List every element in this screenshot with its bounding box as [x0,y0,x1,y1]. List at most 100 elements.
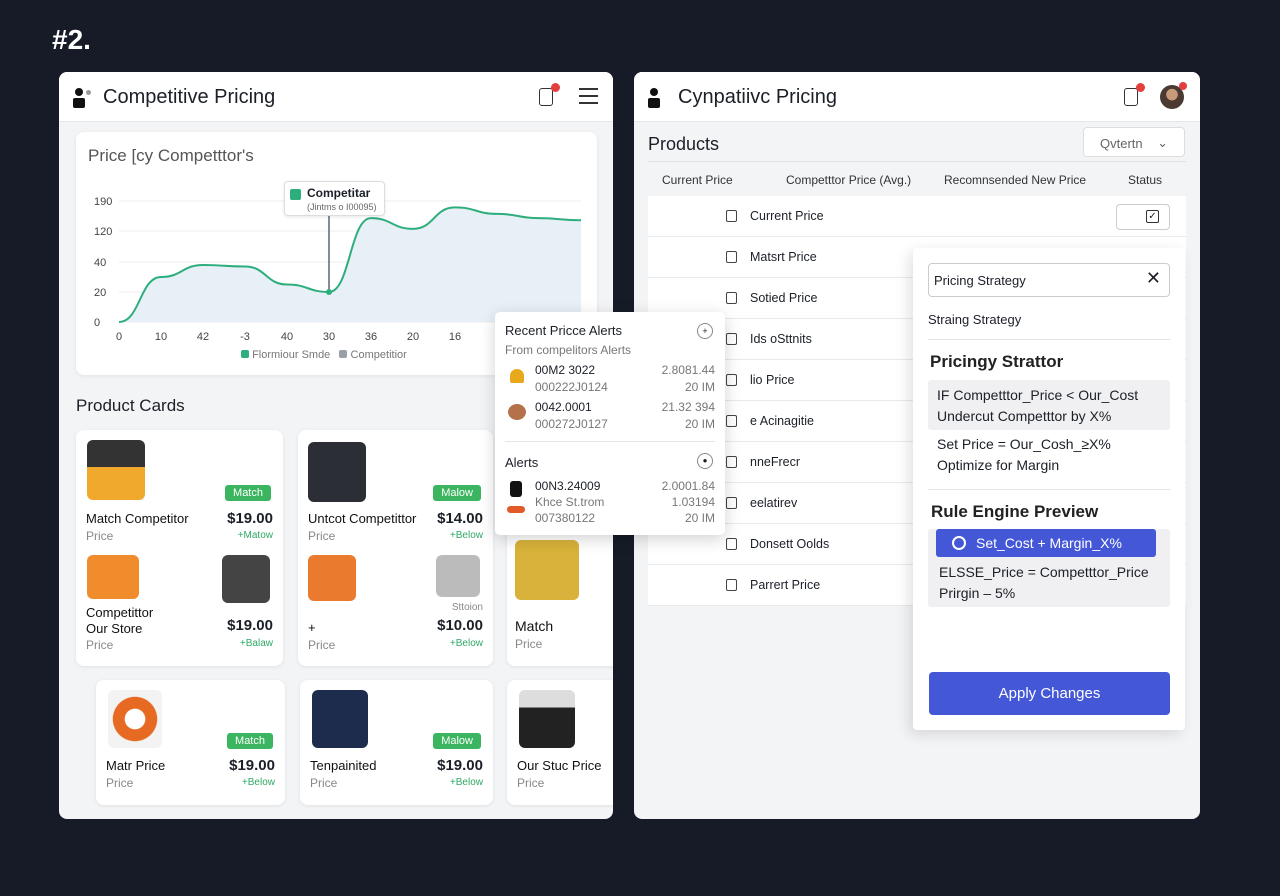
product-sub: Price [308,529,336,543]
alert-item[interactable]: 0042.0001 000272J0127 21.32 394 20 IM [505,400,715,436]
product-icon [510,369,524,383]
alert-id: 000222J0124 [535,380,608,394]
y-tick-label: 40 [94,257,106,269]
rule-line: IF Competttor_Price < Our_Cost [937,387,1139,403]
chart-legend: Flormiour Smde Competitior [241,349,407,361]
status-checkbox[interactable]: ✓ [1116,204,1170,230]
row-label: e Acinagitie [750,414,814,428]
product-title: Our Stuc Price [517,758,602,773]
strategy-search-input[interactable]: Pricing Strategy ✕ [928,263,1170,297]
filter-dropdown[interactable]: Qvtertn ⌄ [1083,127,1185,157]
alerts-section-title: Alerts [505,455,539,470]
row-icon [726,210,737,222]
add-alert-icon[interactable]: + [697,323,713,339]
x-tick-label: 42 [197,331,209,343]
else-rule: ELSSE_Price = Competttor_Price Prirgin – … [939,562,1149,604]
rule-block[interactable]: Set Price = Our_Cosh_≥X% Optimize for Mar… [928,432,1170,478]
legend-item: Competitior [350,349,407,361]
product-icon [508,404,526,420]
row-label: eelatirev [750,496,798,510]
product-sub: Price [86,529,114,543]
product-image [436,555,480,597]
product-image [222,555,270,603]
product-card[interactable]: Match Match Competitor Price $19.00 +Mat… [76,430,283,666]
product-card[interactable]: Malow Untcot Competittor Price $14.00 +B… [298,430,493,666]
product-sub: Price [310,776,338,790]
product-title: + [308,620,316,635]
x-tick-label: 36 [365,331,377,343]
y-tick-label: 190 [94,196,112,208]
product-price: $19.00 [227,510,273,527]
column-header[interactable]: Recomnsended New Price [944,173,1087,187]
product-card[interactable]: Match Matr Price Price $19.00 +Below [96,680,285,805]
price-chart-card: Price [cy Competttor's 0 20 40 120 190 0 10 42 -… [76,132,597,375]
alerts-title: Recent Pricce Alerts [505,323,623,338]
alert-value: 21.32 394 [661,400,715,414]
dropdown-value: Qvtertn [1100,136,1143,151]
product-image [108,690,162,748]
legend-swatch [241,350,249,358]
product-card[interactable]: Malow Tenpainited Price $19.00 +Below [300,680,493,805]
product-image [308,555,356,601]
logo-icon [73,88,93,108]
column-header[interactable]: Current Price [662,173,733,187]
product-price: $19.00 [229,757,275,774]
product-sub: Price [517,776,545,790]
price-alerts-popup: Recent Pricce Alerts + From compelitors … [495,312,725,535]
header: Competitive Pricing [59,72,613,122]
products-title: Products [648,134,720,154]
product-image [87,555,139,599]
row-label: Donsett Oolds [750,537,830,551]
chart-title: Price [cy Competttor's [88,146,254,165]
alert-value: 1.03194 [671,495,715,509]
status-badge: Match [225,485,271,501]
alert-code: 0042.0001 [535,400,592,414]
row-icon [726,333,737,345]
column-header[interactable]: Status [1128,173,1163,187]
alert-time: 20 IM [684,511,715,525]
product-price: $14.00 [437,510,483,527]
apply-changes-button[interactable]: Apply Changes [929,672,1170,715]
product-card[interactable]: Our Stuc Price Price [507,680,613,805]
price-delta: +Balaw [239,638,273,649]
alert-time: 20 IM [684,417,715,431]
legend-item: Flormiour Smde [252,349,331,361]
price-delta: +Below [449,530,483,541]
table-row[interactable]: Current Price [648,196,1186,237]
data-point[interactable] [326,289,332,295]
rule-line: Undercut Competttor by X% [937,408,1112,424]
alert-value: 2.0001.84 [661,479,715,493]
row-icon [726,374,737,386]
legend-swatch [339,350,348,358]
notifications-icon[interactable] [1124,83,1145,106]
right-panel: Cynpatiivc Pricing Products Qvtertn ⌄ Cur… [634,72,1200,819]
divider [505,441,715,442]
status-badge: Malow [433,485,481,501]
notifications-icon[interactable] [539,83,560,106]
screenshot-label: #2. [52,24,91,55]
product-image [312,690,368,748]
avatar[interactable] [1160,82,1187,109]
menu-icon[interactable] [579,88,598,104]
product-title: Match Competitor [86,511,189,526]
alert-item[interactable]: 00N3.24009 Khce St.trom 007380122 2.0001… [505,479,715,529]
alert-id: Khce St.trom [535,495,605,509]
rule-engine-preview-heading: Rule Engine Preview [931,502,1099,521]
close-icon[interactable]: ✕ [1145,268,1161,288]
alerts-toggle-icon[interactable]: ● [697,453,713,469]
product-image [519,690,575,748]
rule-line: Optimize for Margin [937,457,1060,473]
product-title: Our Store [86,621,143,636]
search-value: Pricing Strategy [934,273,1026,288]
row-icon [726,579,737,591]
y-tick-label: 20 [94,287,106,299]
product-price: $10.00 [437,617,483,634]
column-header[interactable]: Competttor Price (Avg.) [786,173,912,187]
selected-rule-option[interactable]: Set_Cost + Margin_X% [936,529,1156,557]
product-price: $19.00 [437,757,483,774]
selected-rule-label: Set_Cost + Margin_X% [976,535,1122,551]
rule-block[interactable]: IF Competttor_Price < Our_Cost Undercut C… [928,380,1170,430]
chart-tooltip: Competitar (Jintms o I00095) [284,181,385,216]
alert-item[interactable]: 00M2 3022 000222J0124 2.8081.44 20 IM [505,363,715,399]
divider [928,339,1170,340]
